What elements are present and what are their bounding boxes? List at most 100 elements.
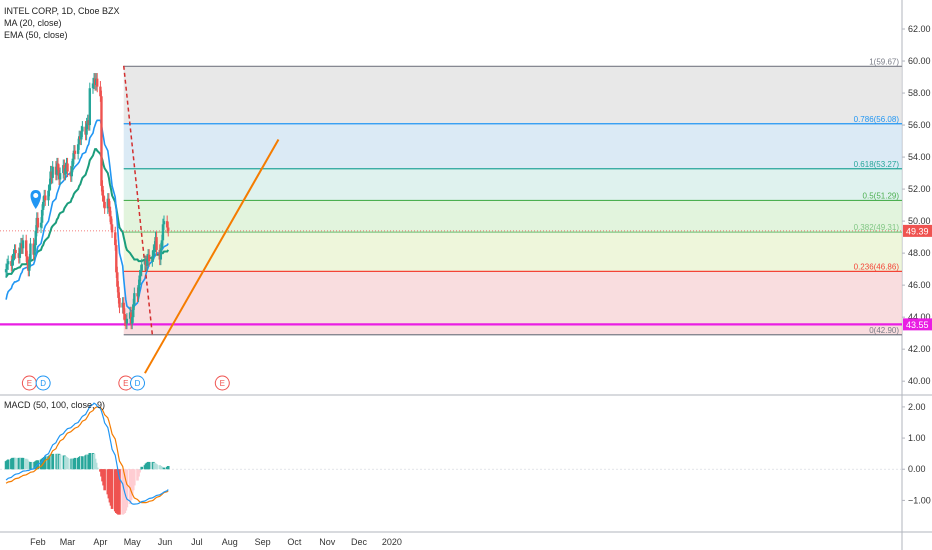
candle-body [145, 259, 149, 266]
earnings-marker[interactable]: E [214, 375, 230, 391]
fib-zone [123, 232, 903, 272]
candle-body [107, 198, 111, 207]
drop-dashed-line [122, 65, 154, 335]
price-axis-label: 60.00 [908, 56, 931, 66]
marker-circle [35, 375, 51, 391]
dividend-marker[interactable]: D [130, 375, 145, 391]
candle-body [115, 245, 118, 273]
candle-body [101, 185, 104, 196]
candle-body [165, 221, 169, 228]
candle-body [91, 83, 95, 89]
candle-body [102, 195, 105, 202]
macd-histogram-bar [125, 469, 129, 508]
price-axis-label: 48.00 [908, 248, 931, 258]
time-axis-label: May [124, 537, 142, 547]
candle-body [110, 224, 114, 233]
pin-dot [33, 193, 39, 198]
marker-label: D [135, 379, 141, 388]
macd-histogram-bar [88, 453, 92, 470]
fib-level-label: 1(59.67) [869, 57, 899, 66]
macd-histogram-bar [73, 457, 77, 470]
price-axis-label: 58.00 [908, 88, 931, 98]
fib-level-label: 0(42.90) [869, 326, 899, 335]
candle-body [132, 304, 135, 318]
macd-histogram-bar [94, 462, 98, 470]
candle-body [70, 166, 73, 177]
candle-body [6, 261, 10, 265]
candle-body [26, 256, 29, 263]
candle-body [64, 168, 67, 175]
macd-histogram-bar [147, 461, 151, 470]
macd-histogram-bar [110, 469, 114, 509]
macd-histogram-bar [43, 456, 47, 470]
macd-axis-label: 2.00 [908, 402, 926, 412]
candle-body [41, 201, 45, 210]
time-axis-label: Sep [255, 537, 271, 547]
macd-histogram-bar [137, 469, 140, 477]
candle-body [28, 259, 31, 271]
macd-legend-item[interactable]: MACD (50, 100, close, 9) [4, 400, 106, 410]
candle-body [25, 240, 28, 257]
candle-body [122, 302, 125, 314]
candle-body [155, 237, 158, 250]
candle-body [99, 86, 102, 97]
macd-histogram-bar [6, 459, 10, 470]
fib-level-label: 0.618(53.27) [854, 160, 900, 169]
candle-body [139, 270, 142, 276]
candle-body [36, 217, 40, 228]
macd-axis-label: 1.00 [908, 433, 926, 443]
time-axis-label: Apr [93, 537, 107, 547]
price-axis-label: 50.00 [908, 216, 931, 226]
fib-zone [123, 66, 903, 124]
macd-histogram-bar [81, 456, 84, 470]
candle-body [48, 184, 51, 191]
candle-body [14, 249, 17, 254]
marker-label: E [123, 379, 128, 388]
candle-body [118, 297, 121, 308]
macd-axis-label: −1.00 [908, 495, 931, 505]
candle-body [116, 272, 119, 287]
price-axis-label: 42.00 [908, 344, 931, 354]
candle-body [56, 163, 60, 170]
time-axis-label: Feb [30, 537, 46, 547]
macd-histogram-bar [58, 454, 62, 470]
candle-body [76, 144, 80, 154]
time-axis-label: Oct [287, 537, 302, 547]
candle-body [58, 173, 62, 180]
candle-body [103, 201, 106, 209]
candle-body [108, 206, 112, 217]
candle-body [88, 88, 91, 126]
symbol-title[interactable]: INTEL CORP, 1D, Cboe BZX [4, 6, 120, 16]
candle-body [73, 150, 77, 154]
price-axis-label: 62.00 [908, 24, 931, 34]
candle-body [33, 245, 36, 255]
price-tag-text: 43.55 [906, 320, 929, 330]
candle-body [133, 293, 136, 305]
candle-body [39, 222, 43, 228]
candle-body [5, 264, 9, 270]
candle-body [161, 224, 165, 241]
candle-body [78, 136, 81, 145]
ma20-line [5, 119, 169, 312]
price-axis-label: 56.00 [908, 120, 931, 130]
earnings-marker[interactable]: E [21, 375, 37, 391]
candle-body [85, 123, 88, 135]
macd-line [5, 402, 169, 505]
ma-legend-item[interactable]: MA (20, close) [4, 18, 62, 28]
macd-histogram-bar [14, 457, 17, 470]
price-tag-bg [903, 318, 932, 331]
macd-histogram-bar [162, 467, 166, 470]
price-legend: INTEL CORP, 1D, Cboe BZX MA (20, close) … [4, 5, 120, 41]
candle-body [12, 254, 15, 260]
ema-legend-item[interactable]: EMA (50, close) [4, 30, 68, 40]
price-axis-label: 54.00 [908, 152, 931, 162]
time-axis-label: Jun [158, 537, 173, 547]
macd-histogram-bar [29, 461, 32, 470]
candle-body [114, 232, 117, 246]
fib-level-label: 0.786(56.08) [854, 115, 900, 124]
dividend-marker[interactable]: D [35, 375, 51, 391]
marker-label: E [27, 379, 32, 388]
candle-body [96, 78, 99, 87]
candle-body [4, 269, 8, 273]
